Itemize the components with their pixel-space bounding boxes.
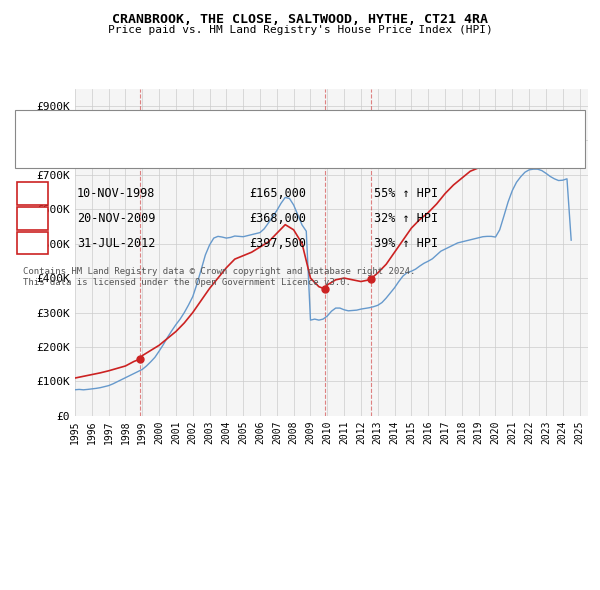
- Text: 20-NOV-2009: 20-NOV-2009: [77, 212, 155, 225]
- Text: 31-JUL-2012: 31-JUL-2012: [77, 237, 155, 250]
- Text: 10-NOV-1998: 10-NOV-1998: [77, 187, 155, 200]
- Text: 2: 2: [29, 212, 36, 225]
- Text: This data is licensed under the Open Government Licence v3.0.: This data is licensed under the Open Gov…: [23, 278, 350, 287]
- Text: £165,000: £165,000: [249, 187, 306, 200]
- Text: Price paid vs. HM Land Registry's House Price Index (HPI): Price paid vs. HM Land Registry's House …: [107, 25, 493, 35]
- Text: 39% ↑ HPI: 39% ↑ HPI: [374, 237, 438, 250]
- Text: £368,000: £368,000: [249, 212, 306, 225]
- Text: 1: 1: [137, 130, 143, 140]
- Text: 2: 2: [322, 130, 328, 140]
- Text: £397,500: £397,500: [249, 237, 306, 250]
- Text: CRANBROOK, THE CLOSE, SALTWOOD, HYTHE, CT21 4RA: CRANBROOK, THE CLOSE, SALTWOOD, HYTHE, C…: [112, 13, 488, 26]
- Text: 3: 3: [29, 237, 36, 250]
- Text: 32% ↑ HPI: 32% ↑ HPI: [374, 212, 438, 225]
- Text: 3: 3: [368, 130, 374, 140]
- Text: 1: 1: [29, 187, 36, 200]
- Text: HPI: Average price, detached house, Folkestone and Hythe: HPI: Average price, detached house, Folk…: [58, 148, 408, 157]
- Text: Contains HM Land Registry data © Crown copyright and database right 2024.: Contains HM Land Registry data © Crown c…: [23, 267, 415, 276]
- Text: 55% ↑ HPI: 55% ↑ HPI: [374, 187, 438, 200]
- Text: CRANBROOK, THE CLOSE, SALTWOOD, HYTHE, CT21 4RA (detached house): CRANBROOK, THE CLOSE, SALTWOOD, HYTHE, C…: [58, 116, 458, 126]
